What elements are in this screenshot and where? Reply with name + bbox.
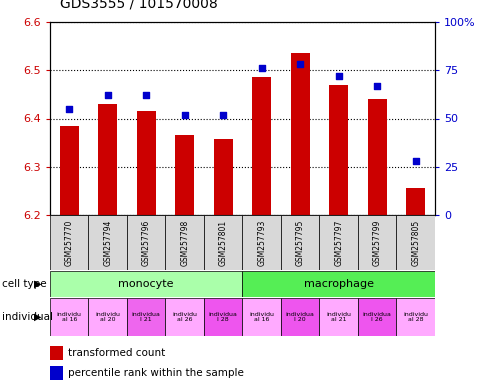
Text: GSM257796: GSM257796: [141, 219, 151, 266]
Text: individua
l 28: individua l 28: [209, 311, 237, 323]
Bar: [50, 298, 88, 336]
Text: GSM257799: GSM257799: [372, 219, 381, 266]
Bar: [175, 136, 194, 215]
Bar: [280, 298, 319, 336]
Text: individu
al 16: individu al 16: [57, 311, 82, 323]
Bar: [396, 215, 434, 270]
Bar: [50, 271, 242, 297]
Bar: [88, 298, 127, 336]
Text: individua
l 20: individua l 20: [285, 311, 314, 323]
Bar: [204, 298, 242, 336]
Text: GSM257801: GSM257801: [218, 219, 227, 266]
Bar: [204, 215, 242, 270]
Bar: [357, 215, 396, 270]
Bar: [50, 366, 63, 380]
Bar: [165, 215, 204, 270]
Text: individu
al 20: individu al 20: [95, 311, 120, 323]
Bar: [319, 215, 357, 270]
Text: GSM257797: GSM257797: [333, 219, 343, 266]
Text: ▶: ▶: [34, 312, 42, 322]
Bar: [357, 298, 396, 336]
Bar: [290, 53, 309, 215]
Text: individu
al 28: individu al 28: [402, 311, 427, 323]
Bar: [213, 139, 232, 215]
Bar: [280, 215, 319, 270]
Point: [142, 92, 150, 98]
Text: GSM257798: GSM257798: [180, 219, 189, 266]
Text: GDS3555 / 101570008: GDS3555 / 101570008: [60, 0, 217, 10]
Text: individu
al 16: individu al 16: [249, 311, 273, 323]
Text: ▶: ▶: [34, 279, 42, 289]
Bar: [242, 215, 280, 270]
Text: GSM257770: GSM257770: [65, 219, 74, 266]
Bar: [319, 298, 357, 336]
Point: [334, 73, 342, 79]
Bar: [50, 346, 63, 360]
Point: [373, 83, 380, 89]
Text: individu
al 21: individu al 21: [326, 311, 350, 323]
Bar: [136, 111, 155, 215]
Point: [104, 92, 111, 98]
Text: GSM257794: GSM257794: [103, 219, 112, 266]
Text: GSM257795: GSM257795: [295, 219, 304, 266]
Text: transformed count: transformed count: [68, 348, 166, 358]
Point: [65, 106, 73, 112]
Text: percentile rank within the sample: percentile rank within the sample: [68, 368, 244, 378]
Bar: [60, 126, 79, 215]
Point: [219, 112, 227, 118]
Bar: [98, 104, 117, 215]
Text: GSM257805: GSM257805: [410, 219, 419, 266]
Text: individual: individual: [2, 312, 53, 322]
Text: individua
l 21: individua l 21: [132, 311, 160, 323]
Point: [411, 158, 419, 164]
Text: macrophage: macrophage: [303, 279, 373, 289]
Bar: [242, 298, 280, 336]
Bar: [242, 271, 434, 297]
Bar: [165, 298, 204, 336]
Text: GSM257793: GSM257793: [257, 219, 266, 266]
Bar: [127, 298, 165, 336]
Bar: [50, 215, 88, 270]
Bar: [252, 78, 271, 215]
Bar: [329, 85, 348, 215]
Bar: [88, 215, 127, 270]
Point: [296, 61, 303, 68]
Text: individu
al 26: individu al 26: [172, 311, 197, 323]
Bar: [396, 298, 434, 336]
Bar: [405, 189, 424, 215]
Point: [257, 65, 265, 71]
Point: [181, 112, 188, 118]
Text: cell type: cell type: [2, 279, 47, 289]
Text: individua
l 26: individua l 26: [362, 311, 391, 323]
Text: monocyte: monocyte: [118, 279, 174, 289]
Bar: [127, 215, 165, 270]
Bar: [367, 99, 386, 215]
